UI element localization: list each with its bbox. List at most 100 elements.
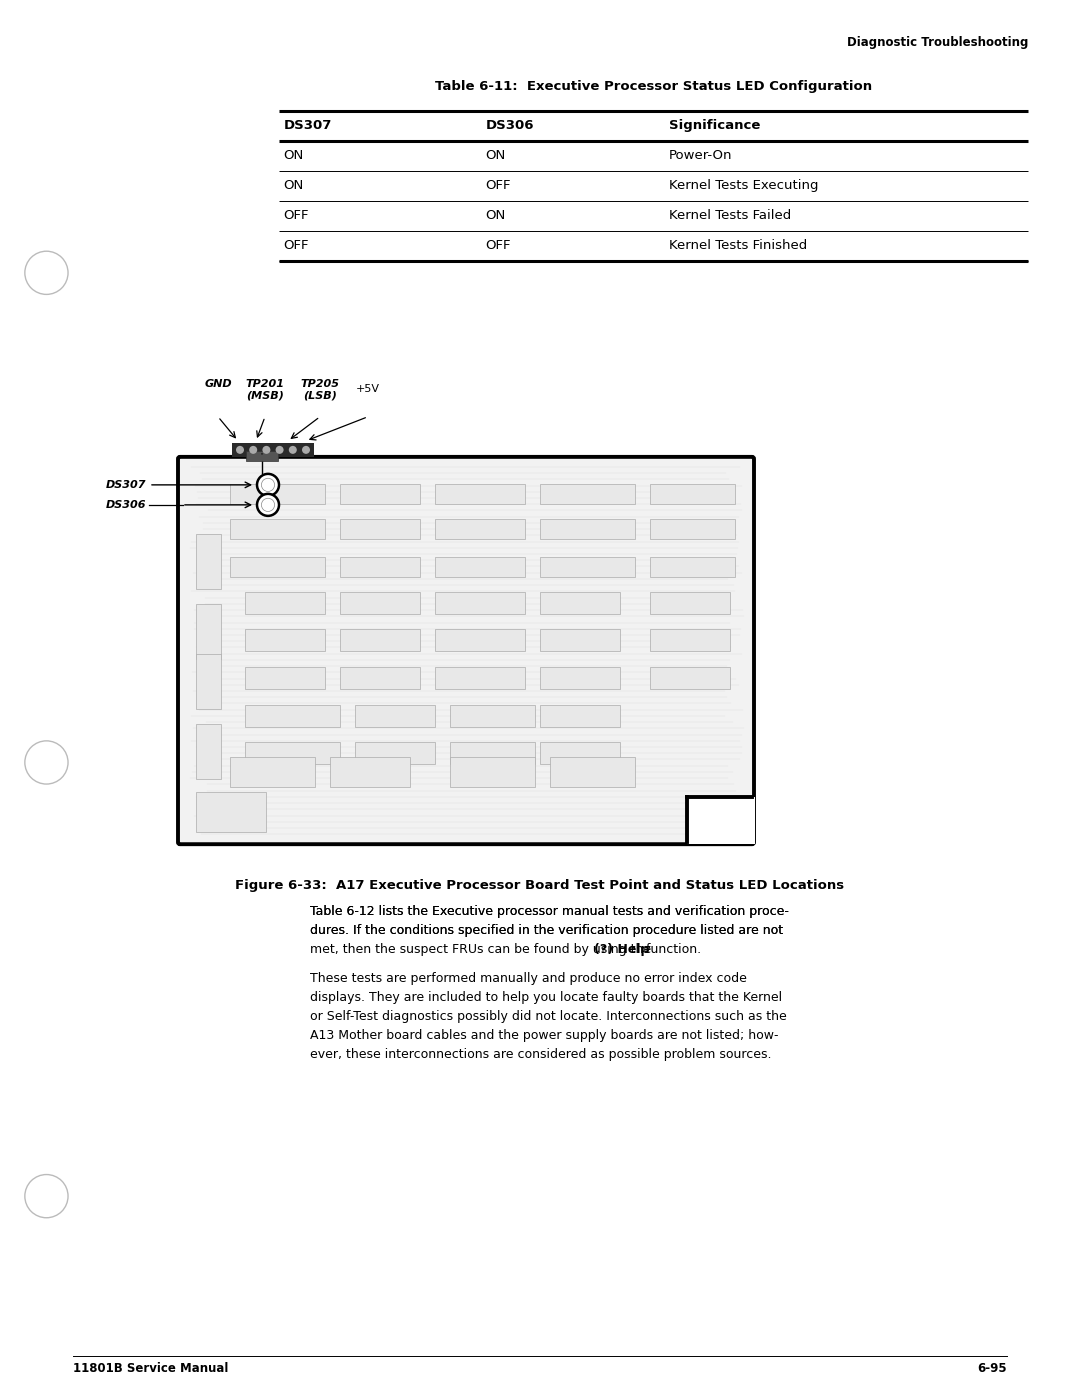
Bar bbox=[650, 519, 735, 539]
Bar bbox=[195, 604, 221, 659]
Text: dures. If the conditions specified in the verification procedure listed are not: dures. If the conditions specified in th… bbox=[310, 925, 783, 937]
Bar bbox=[230, 484, 325, 504]
Circle shape bbox=[275, 446, 284, 453]
Text: DS307: DS307 bbox=[284, 119, 332, 132]
Bar bbox=[340, 519, 420, 539]
Circle shape bbox=[257, 494, 279, 516]
Text: Significance: Significance bbox=[670, 119, 760, 132]
Bar bbox=[340, 557, 420, 576]
Text: OFF: OFF bbox=[284, 239, 309, 252]
Bar bbox=[435, 519, 525, 539]
Bar bbox=[246, 450, 278, 460]
Circle shape bbox=[25, 1175, 68, 1217]
Bar bbox=[540, 741, 620, 764]
Text: dures. If the conditions specified in the verification procedure listed are not: dures. If the conditions specified in th… bbox=[310, 925, 783, 937]
Bar bbox=[435, 484, 525, 504]
Text: (LSB): (LSB) bbox=[303, 390, 337, 400]
Text: displays. They are included to help you locate faulty boards that the Kernel: displays. They are included to help you … bbox=[310, 990, 782, 1004]
Text: +5V: +5V bbox=[356, 383, 380, 393]
Bar bbox=[540, 557, 635, 576]
Bar bbox=[435, 557, 525, 576]
Circle shape bbox=[262, 446, 270, 453]
Bar bbox=[450, 741, 535, 764]
Text: function.: function. bbox=[642, 943, 701, 956]
Text: These tests are performed manually and produce no error index code: These tests are performed manually and p… bbox=[310, 972, 747, 985]
Text: or Self-Test diagnostics possibly did not locate. Interconnections such as the: or Self-Test diagnostics possibly did no… bbox=[310, 1010, 786, 1023]
Bar bbox=[540, 630, 620, 651]
Bar bbox=[340, 484, 420, 504]
Bar bbox=[650, 484, 735, 504]
Text: Table 6-12 lists the Executive processor manual tests and verification proce-: Table 6-12 lists the Executive processor… bbox=[310, 905, 788, 918]
Text: (MSB): (MSB) bbox=[246, 390, 284, 400]
Bar bbox=[232, 443, 314, 457]
Bar bbox=[195, 723, 221, 779]
Text: DS307: DS307 bbox=[106, 480, 146, 490]
Bar bbox=[650, 630, 730, 651]
Bar bbox=[355, 741, 435, 764]
Bar bbox=[540, 484, 635, 504]
Bar bbox=[245, 592, 325, 614]
Bar bbox=[195, 792, 266, 832]
Bar bbox=[687, 797, 755, 844]
Bar bbox=[245, 667, 325, 688]
Text: 11801B Service Manual: 11801B Service Manual bbox=[73, 1361, 229, 1375]
Circle shape bbox=[261, 498, 274, 512]
Text: Kernel Tests Finished: Kernel Tests Finished bbox=[670, 239, 808, 252]
Circle shape bbox=[302, 446, 310, 453]
Text: (?) Help: (?) Help bbox=[594, 943, 649, 956]
FancyBboxPatch shape bbox=[178, 457, 754, 844]
Bar bbox=[540, 667, 620, 688]
Circle shape bbox=[25, 252, 68, 294]
Bar bbox=[195, 534, 221, 589]
Text: Power-On: Power-On bbox=[670, 150, 732, 162]
Bar bbox=[650, 557, 735, 576]
Circle shape bbox=[261, 478, 274, 491]
Bar bbox=[540, 705, 620, 727]
Bar bbox=[340, 667, 420, 688]
Circle shape bbox=[25, 741, 68, 783]
Circle shape bbox=[288, 446, 297, 453]
Text: 6-95: 6-95 bbox=[977, 1361, 1007, 1375]
Text: Table 6-12 lists the Executive processor manual tests and verification proce-: Table 6-12 lists the Executive processor… bbox=[310, 905, 788, 918]
Bar bbox=[540, 592, 620, 614]
Bar bbox=[450, 757, 535, 788]
Text: GND: GND bbox=[204, 379, 232, 389]
Text: Kernel Tests Executing: Kernel Tests Executing bbox=[670, 179, 819, 192]
Text: met, then the suspect FRUs can be found by using the: met, then the suspect FRUs can be found … bbox=[310, 943, 656, 956]
Bar bbox=[340, 592, 420, 614]
Text: OFF: OFF bbox=[486, 179, 511, 192]
Bar bbox=[330, 757, 410, 788]
Text: DS306: DS306 bbox=[106, 499, 146, 509]
Text: Kernel Tests Failed: Kernel Tests Failed bbox=[670, 208, 792, 222]
Bar bbox=[650, 667, 730, 688]
Bar bbox=[245, 630, 325, 651]
Text: TP205: TP205 bbox=[300, 379, 339, 389]
Text: Figure 6-33:  A17 Executive Processor Board Test Point and Status LED Locations: Figure 6-33: A17 Executive Processor Boa… bbox=[235, 879, 845, 893]
Bar bbox=[435, 630, 525, 651]
Bar bbox=[245, 741, 340, 764]
Text: DS306: DS306 bbox=[486, 119, 535, 132]
Bar bbox=[230, 519, 325, 539]
Text: ON: ON bbox=[284, 150, 303, 162]
Bar bbox=[340, 630, 420, 651]
Circle shape bbox=[249, 446, 257, 453]
Text: OFF: OFF bbox=[284, 208, 309, 222]
Text: ON: ON bbox=[486, 150, 505, 162]
Bar bbox=[195, 653, 221, 709]
Bar bbox=[230, 757, 315, 788]
Text: ever, these interconnections are considered as possible problem sources.: ever, these interconnections are conside… bbox=[310, 1048, 771, 1062]
Text: ON: ON bbox=[284, 179, 303, 192]
Text: OFF: OFF bbox=[486, 239, 511, 252]
Bar bbox=[245, 705, 340, 727]
Bar bbox=[355, 705, 435, 727]
Circle shape bbox=[237, 446, 244, 453]
Text: A13 Mother board cables and the power supply boards are not listed; how-: A13 Mother board cables and the power su… bbox=[310, 1030, 779, 1042]
Bar bbox=[540, 519, 635, 539]
Text: ON: ON bbox=[486, 208, 505, 222]
Text: Diagnostic Troubleshooting: Diagnostic Troubleshooting bbox=[847, 36, 1028, 49]
Bar bbox=[450, 705, 535, 727]
Bar bbox=[650, 592, 730, 614]
Circle shape bbox=[257, 474, 279, 495]
Text: TP201: TP201 bbox=[245, 379, 284, 389]
Bar bbox=[435, 667, 525, 688]
